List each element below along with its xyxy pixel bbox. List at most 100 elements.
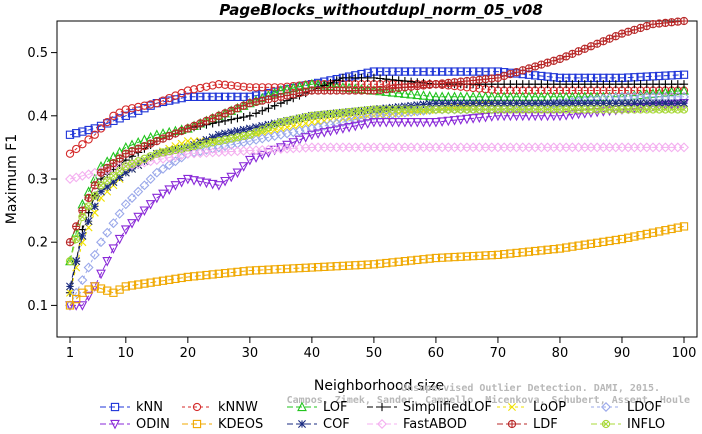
data-point-inflo xyxy=(586,105,596,114)
data-point-cof xyxy=(574,99,583,108)
data-point-ldof xyxy=(77,275,88,286)
data-point-kdeos xyxy=(326,262,335,271)
data-point-knn xyxy=(468,67,478,76)
data-point-knn xyxy=(419,67,428,76)
data-point-odin xyxy=(424,117,435,128)
data-point-kdeos xyxy=(586,239,596,248)
data-point-cof xyxy=(537,99,546,108)
data-point-odin xyxy=(455,115,466,125)
data-point-inflo xyxy=(611,105,620,114)
data-point-kdeos xyxy=(258,265,267,275)
data-point-odin xyxy=(182,174,193,185)
data-point-simplifiedlof xyxy=(388,75,397,84)
watermark-line-1: Unsupervised Outlier Detection. DAMI, 20… xyxy=(401,382,660,394)
data-point-ldf xyxy=(72,222,81,231)
data-point-inflo xyxy=(65,257,75,266)
data-point-cof xyxy=(543,99,552,108)
data-point-knn xyxy=(444,67,453,76)
data-point-cof xyxy=(208,133,217,142)
legend-label-knn: kNN xyxy=(136,400,163,415)
data-point-knn xyxy=(96,121,106,131)
data-point-kdeos xyxy=(648,228,658,237)
data-point-simplifiedlof xyxy=(382,75,391,84)
data-point-kdeos xyxy=(431,253,441,263)
data-point-odin xyxy=(505,111,516,122)
data-point-odin xyxy=(375,117,386,128)
data-point-kdeos xyxy=(636,231,645,240)
data-point-odin xyxy=(151,193,162,204)
data-point-knn xyxy=(84,125,93,135)
data-point-cof xyxy=(599,99,608,108)
data-point-kdeos xyxy=(679,222,689,231)
data-point-cof xyxy=(481,99,490,108)
data-point-knn xyxy=(140,104,149,113)
data-point-kdeos xyxy=(555,244,565,253)
data-point-odin xyxy=(220,176,230,187)
data-point-ldf xyxy=(481,74,490,84)
legend-label-ldf: LDF xyxy=(533,417,558,432)
data-point-odin xyxy=(542,111,553,122)
data-point-odin xyxy=(350,121,361,132)
data-point-kdeos xyxy=(568,242,577,251)
data-point-odin xyxy=(300,133,311,143)
data-point-lof xyxy=(672,85,683,96)
data-point-cof xyxy=(444,99,453,108)
data-point-odin xyxy=(275,143,286,153)
data-point-inflo xyxy=(531,105,540,114)
data-point-lof xyxy=(418,90,429,100)
data-point-simplifiedlof xyxy=(394,76,403,85)
data-point-kdeos xyxy=(276,264,286,274)
data-point-cof xyxy=(549,99,558,108)
data-point-inflo xyxy=(462,105,472,114)
data-point-cof xyxy=(270,119,279,128)
data-point-cof xyxy=(140,157,149,166)
data-point-cof xyxy=(438,99,447,108)
data-point-kdeos xyxy=(419,255,428,264)
data-point-inflo xyxy=(425,105,434,114)
data-point-inflo xyxy=(617,105,627,114)
data-point-kdeos xyxy=(344,261,354,270)
data-point-kdeos xyxy=(202,270,211,280)
data-point-cof xyxy=(190,140,199,149)
data-point-inflo xyxy=(406,105,416,114)
data-point-odin xyxy=(189,176,199,186)
data-point-kdeos xyxy=(214,269,223,278)
data-point-inflo xyxy=(437,105,447,114)
data-point-inflo xyxy=(301,112,310,122)
y-tick-label: 0.2 xyxy=(27,236,48,251)
legend-item-lof: LOF xyxy=(287,400,348,415)
data-point-odin xyxy=(368,117,379,128)
data-point-knn xyxy=(394,67,403,76)
data-point-simplifiedlof xyxy=(258,106,267,115)
legend-marker-odin xyxy=(110,419,120,430)
data-point-inflo xyxy=(400,105,410,114)
data-point-inflo xyxy=(450,105,459,114)
data-point-odin xyxy=(393,117,404,128)
data-point-cof xyxy=(580,99,589,108)
data-point-inflo xyxy=(84,202,93,211)
data-point-knn xyxy=(388,67,397,76)
data-point-cof xyxy=(555,99,564,108)
series-kdeos xyxy=(65,222,689,310)
data-point-inflo xyxy=(481,105,490,114)
x-tick-label: 10 xyxy=(118,346,135,361)
data-point-odin xyxy=(449,116,460,126)
data-point-knnw xyxy=(72,144,81,154)
data-point-cof xyxy=(661,99,670,108)
data-point-simplifiedlof xyxy=(239,112,248,122)
series-layer xyxy=(65,16,689,311)
data-point-knn xyxy=(183,92,192,101)
data-point-ldof xyxy=(145,174,156,184)
data-point-odin xyxy=(344,123,354,133)
legend-label-cof: COF xyxy=(323,417,350,432)
data-point-knn xyxy=(109,116,118,126)
data-point-kdeos xyxy=(580,240,589,249)
data-point-inflo xyxy=(493,105,503,114)
data-point-cof xyxy=(394,102,403,111)
data-point-ldof xyxy=(133,186,144,197)
data-point-cof xyxy=(493,99,502,108)
data-point-kdeos xyxy=(394,257,403,266)
data-point-knnw xyxy=(208,81,217,90)
data-point-loop xyxy=(90,208,99,217)
